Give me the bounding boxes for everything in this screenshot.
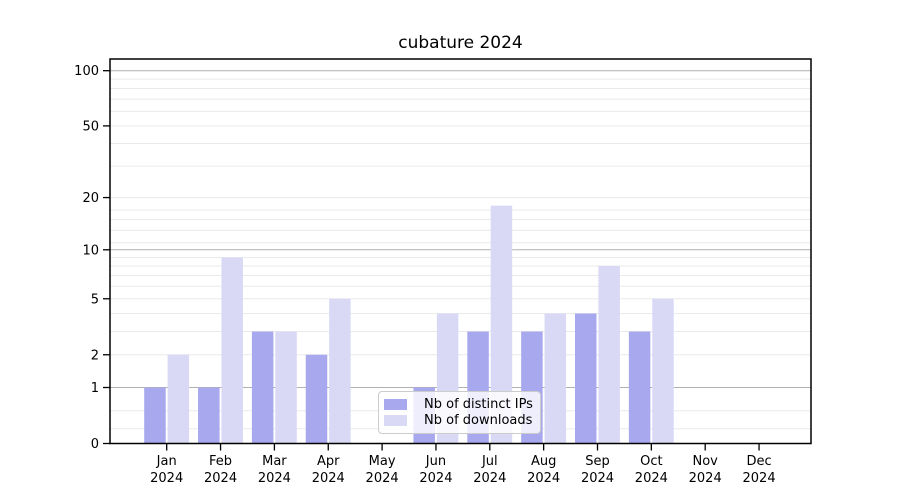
- y-tick-label: 1: [91, 381, 99, 396]
- legend: Nb of distinct IPs Nb of downloads: [378, 391, 541, 434]
- x-tick-label-month: May: [369, 454, 396, 469]
- x-tick-label-month: Feb: [209, 454, 232, 469]
- x-tick-label-month: Mar: [262, 454, 287, 469]
- legend-swatch-distinct-ips: [384, 399, 407, 410]
- y-tick-label: 0: [91, 437, 99, 452]
- x-tick-label-month: Jun: [425, 454, 446, 469]
- bar-downloads-Oct: [652, 298, 674, 444]
- x-tick-label-year: 2024: [527, 471, 560, 486]
- x-tick-label-year: 2024: [689, 471, 722, 486]
- x-tick-label-year: 2024: [258, 471, 291, 486]
- bar-downloads-Jul: [490, 205, 513, 444]
- legend-label-distinct-ips: Nb of distinct IPs: [424, 397, 533, 412]
- y-tick-label: 20: [82, 191, 99, 206]
- x-tick-label-year: 2024: [366, 471, 399, 486]
- bar-downloads-Sep: [598, 266, 620, 444]
- x-tick-label-month: Jan: [156, 454, 177, 469]
- bar-ips-Sep: [575, 313, 597, 444]
- x-tick-label-year: 2024: [743, 471, 776, 486]
- y-tick-label: 100: [74, 64, 99, 79]
- bar-downloads-Mar: [275, 331, 297, 444]
- legend-item-distinct-ips: Nb of distinct IPs: [384, 397, 534, 412]
- bar-ips-Feb: [198, 387, 220, 444]
- y-tick-label: 5: [91, 292, 99, 307]
- x-tick-label-month: Oct: [640, 454, 662, 469]
- bar-downloads-Aug: [544, 313, 567, 444]
- y-tick-label: 10: [82, 243, 99, 258]
- bar-ips-Jan: [144, 387, 166, 444]
- legend-item-downloads: Nb of downloads: [384, 413, 534, 428]
- x-tick-label-month: Jul: [481, 454, 498, 469]
- x-tick-label-year: 2024: [312, 471, 345, 486]
- x-tick-label-month: Nov: [693, 454, 719, 469]
- x-tick-label-year: 2024: [204, 471, 237, 486]
- chart-title: cubature 2024: [398, 33, 523, 53]
- x-tick-label-year: 2024: [473, 471, 506, 486]
- bar-downloads-Apr: [329, 298, 351, 444]
- x-tick-label-year: 2024: [635, 471, 668, 486]
- x-tick-label-year: 2024: [150, 471, 183, 486]
- legend-swatch-downloads: [384, 415, 407, 426]
- bar-ips-Mar: [251, 331, 274, 444]
- x-tick-label-month: Sep: [585, 454, 610, 469]
- bar-ips-Oct: [628, 331, 651, 444]
- y-tick-label: 50: [82, 119, 99, 134]
- x-tick-label-month: Aug: [531, 454, 556, 469]
- x-tick-label-year: 2024: [581, 471, 614, 486]
- plot-frame: [109, 58, 812, 445]
- y-tick-label: 2: [91, 348, 99, 363]
- x-tick-label-year: 2024: [419, 471, 452, 486]
- bar-ips-Apr: [305, 354, 328, 444]
- legend-label-downloads: Nb of downloads: [424, 413, 533, 428]
- bar-downloads-Jan: [167, 354, 190, 444]
- x-tick-label-month: Dec: [746, 454, 771, 469]
- bar-downloads-Feb: [221, 257, 243, 444]
- x-tick-label-month: Apr: [317, 454, 340, 469]
